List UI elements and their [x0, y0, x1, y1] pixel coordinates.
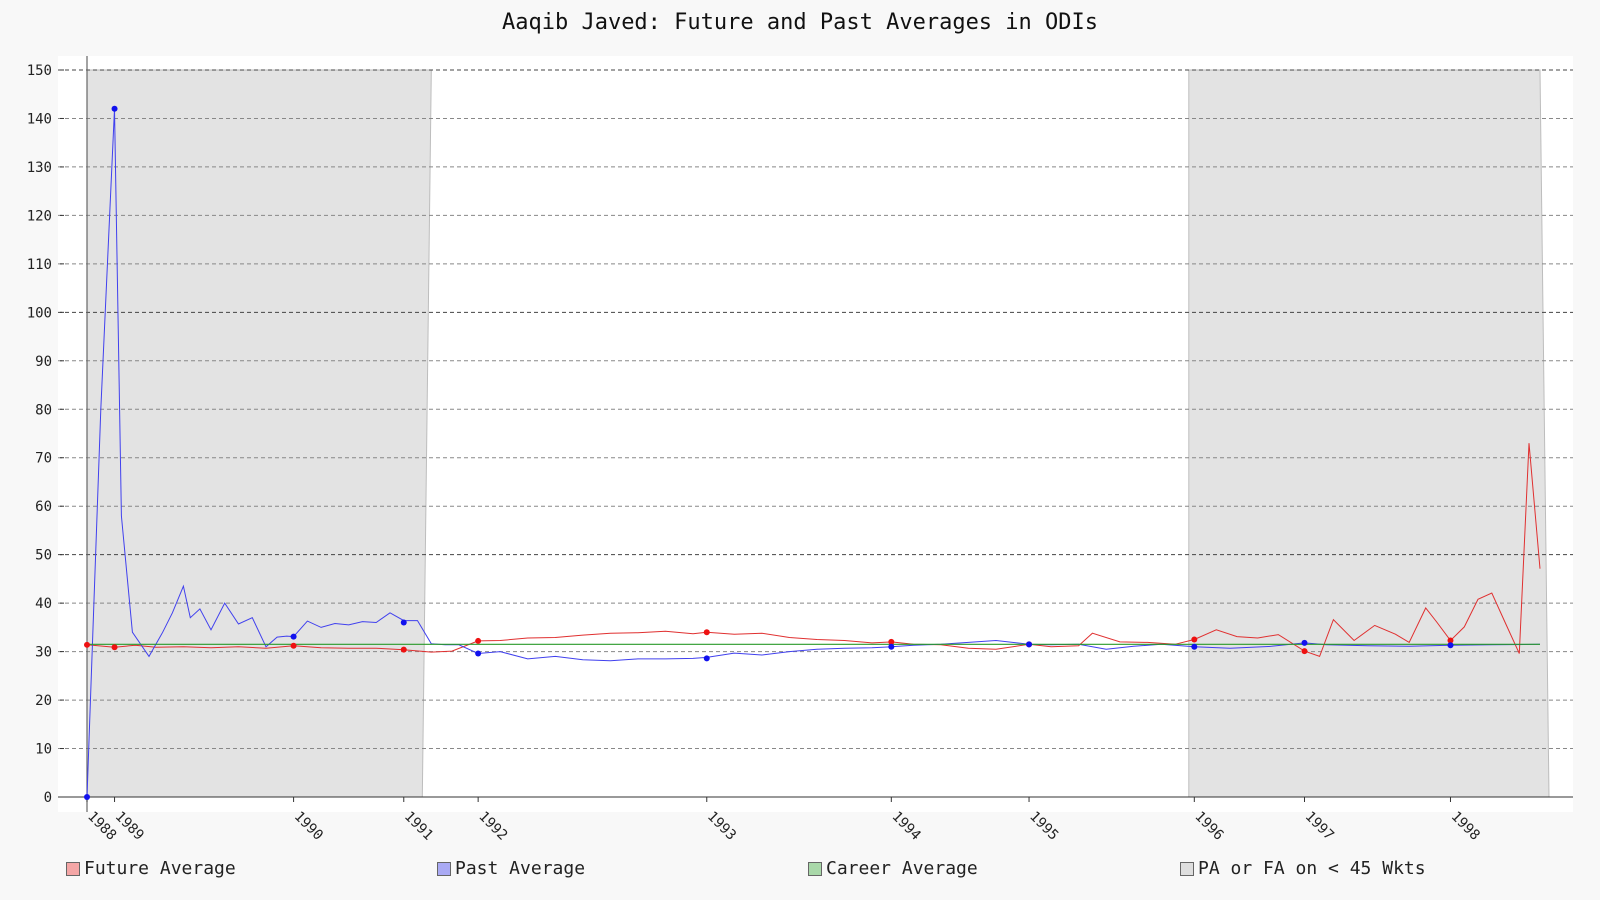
past-year-point [1301, 639, 1308, 646]
legend-label-past: Past Average [455, 858, 586, 879]
series-line-past-average [86, 108, 1541, 798]
y-tick-label-120: 120 [27, 208, 52, 224]
past-year-point [111, 105, 118, 112]
y-tick-label-60: 60 [35, 499, 52, 515]
y-tick-label-130: 130 [27, 160, 52, 176]
chart-title: Aaqib Javed: Future and Past Averages in… [501, 10, 1099, 35]
x-tick-label-1988: 1988 [84, 809, 119, 844]
x-tick-label-1998: 1998 [1448, 809, 1483, 844]
x-tick-label-1996: 1996 [1191, 809, 1226, 844]
shaded-region-1 [86, 69, 432, 798]
legend-swatch-shaded [1180, 861, 1194, 876]
past-year-point [475, 650, 482, 657]
future-year-point [290, 642, 297, 649]
legend-swatch-past [437, 861, 451, 876]
legend: Future Average Past Average Career Avera… [0, 858, 1600, 888]
x-tick-label-1991: 1991 [401, 809, 436, 844]
legend-swatch-career [808, 861, 822, 876]
legend-label-career: Career Average [826, 858, 978, 879]
future-year-point [888, 638, 895, 645]
x-tick-label-1989: 1989 [112, 809, 147, 844]
y-tick-label-80: 80 [35, 402, 52, 418]
future-year-point [400, 646, 407, 653]
x-tick-label-1990: 1990 [291, 809, 326, 844]
y-tick-label-30: 30 [35, 645, 52, 661]
x-tick-label-1993: 1993 [704, 809, 739, 844]
legend-item-past[interactable]: Past Average [437, 858, 585, 879]
future-year-point [1447, 637, 1454, 644]
past-year-point [290, 633, 297, 640]
y-tick-label-100: 100 [27, 305, 52, 321]
legend-item-future[interactable]: Future Average [66, 858, 236, 879]
past-year-point [1191, 643, 1198, 650]
future-year-point [1301, 648, 1308, 655]
legend-label-future: Future Average [84, 858, 236, 879]
x-tick-label-1995: 1995 [1026, 809, 1061, 844]
y-tick-label-0: 0 [44, 790, 52, 806]
y-tick-label-150: 150 [27, 63, 52, 79]
y-tick-label-50: 50 [35, 548, 52, 564]
future-year-point [703, 629, 710, 636]
past-year-point [400, 619, 407, 626]
y-tick-label-90: 90 [35, 354, 52, 370]
legend-swatch-future [66, 861, 80, 876]
legend-item-career[interactable]: Career Average [808, 858, 978, 879]
past-year-point [1026, 641, 1033, 648]
past-year-point [888, 643, 895, 650]
shaded-region-2 [1188, 69, 1550, 798]
future-year-point [84, 641, 90, 648]
y-tick-label-10: 10 [35, 742, 52, 758]
y-tick-label-20: 20 [35, 693, 52, 709]
y-tick-label-110: 110 [27, 257, 52, 273]
x-tick-label-1997: 1997 [1302, 809, 1337, 844]
past-year-point [84, 794, 90, 800]
y-tick-label-70: 70 [35, 451, 52, 467]
past-year-point [1447, 642, 1454, 649]
x-tick-label-1994: 1994 [888, 809, 923, 844]
y-tick-label-40: 40 [35, 596, 52, 612]
future-year-point [111, 644, 118, 651]
legend-item-shaded[interactable]: PA or FA on < 45 Wkts [1180, 858, 1426, 879]
future-year-point [1191, 636, 1198, 643]
x-tick-label-1992: 1992 [475, 809, 510, 844]
legend-label-shaded: PA or FA on < 45 Wkts [1198, 858, 1426, 879]
past-year-point [703, 655, 710, 662]
y-tick-label-140: 140 [27, 111, 52, 127]
future-year-point [475, 637, 482, 644]
